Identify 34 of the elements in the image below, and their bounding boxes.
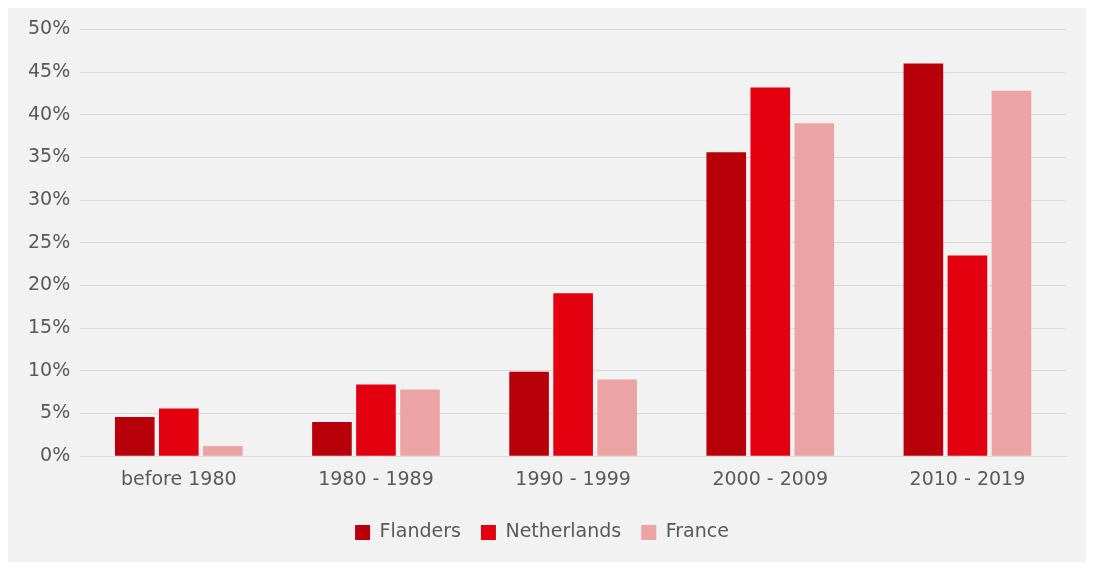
- x-tick-label: 2010 - 2019: [909, 466, 1026, 489]
- y-tick-label: 15%: [28, 315, 71, 338]
- bar: [947, 255, 988, 456]
- bar: [597, 379, 637, 456]
- bar: [991, 90, 1032, 456]
- y-tick-label: 5%: [40, 400, 71, 423]
- x-tick-label: 1990 - 1999: [515, 466, 631, 489]
- x-tick-label: before 1980: [121, 466, 237, 489]
- bar: [750, 87, 791, 456]
- x-tick-label: 1980 - 1989: [318, 466, 434, 489]
- bar: [203, 445, 243, 456]
- bar: [400, 389, 440, 456]
- y-tick-label: 35%: [28, 144, 71, 167]
- y-tick-label: 45%: [28, 59, 71, 82]
- y-tick-label: 40%: [28, 101, 71, 124]
- bar: [553, 293, 593, 456]
- x-tick-label: 2000 - 2009: [712, 466, 829, 489]
- bar: [509, 371, 549, 456]
- bar: [312, 422, 352, 456]
- y-tick-label: 0%: [40, 443, 71, 466]
- legend-label: France: [665, 519, 729, 542]
- y-tick-label: 25%: [28, 229, 71, 252]
- y-tick-label: 30%: [28, 187, 71, 210]
- bar: [114, 416, 155, 456]
- y-tick-label: 10%: [28, 357, 71, 380]
- legend-label: Flanders: [379, 519, 461, 542]
- y-tick-label: 20%: [28, 272, 71, 295]
- bar: [794, 123, 835, 456]
- legend-label: Netherlands: [505, 519, 622, 542]
- bar: [356, 384, 396, 456]
- bar: [706, 152, 747, 456]
- y-tick-label: 50%: [28, 16, 71, 39]
- bar: [903, 63, 944, 456]
- bar: [158, 408, 199, 456]
